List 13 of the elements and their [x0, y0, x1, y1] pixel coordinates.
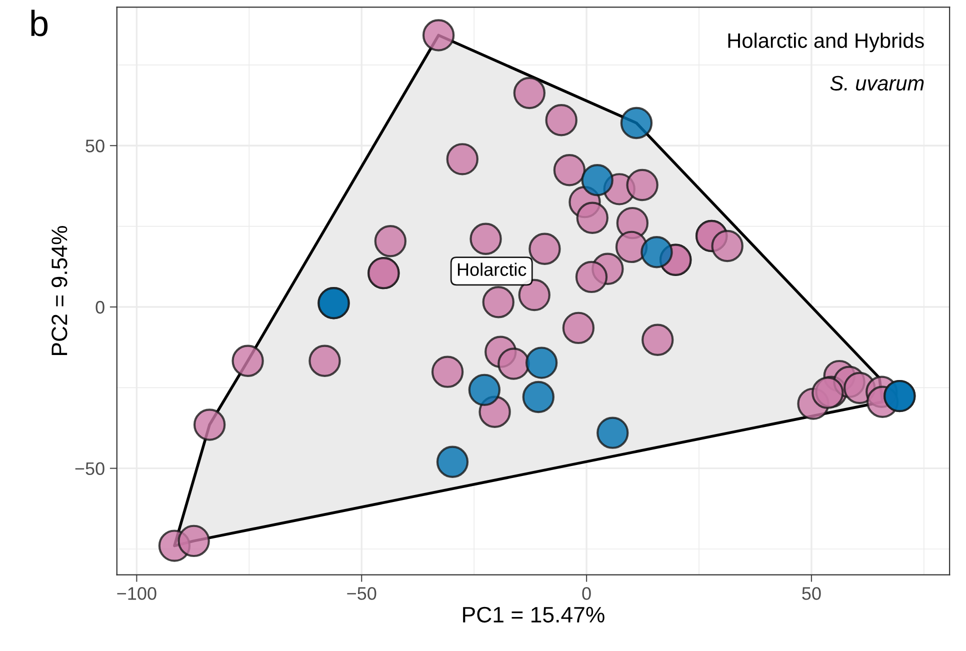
y-tick-label: 0	[96, 300, 104, 314]
chart-title: b	[31, 10, 48, 36]
y-axis-title: PC2 = 9.54%	[52, 226, 68, 355]
y-tick-label: 50	[86, 140, 104, 152]
x-axis-title: PC1 = 15.47%	[463, 606, 604, 623]
annotation: Holarctic and Hybrids	[728, 32, 924, 52]
series-label: Holarctic	[458, 262, 526, 276]
x-tick-label: −50	[347, 587, 376, 600]
x-tick-label: 0	[582, 587, 591, 600]
annotation: S. uvarum	[830, 76, 924, 91]
x-tick-label: −100	[117, 587, 156, 600]
x-tick-label: 50	[802, 587, 821, 600]
y-tick-label: −50	[75, 462, 104, 476]
